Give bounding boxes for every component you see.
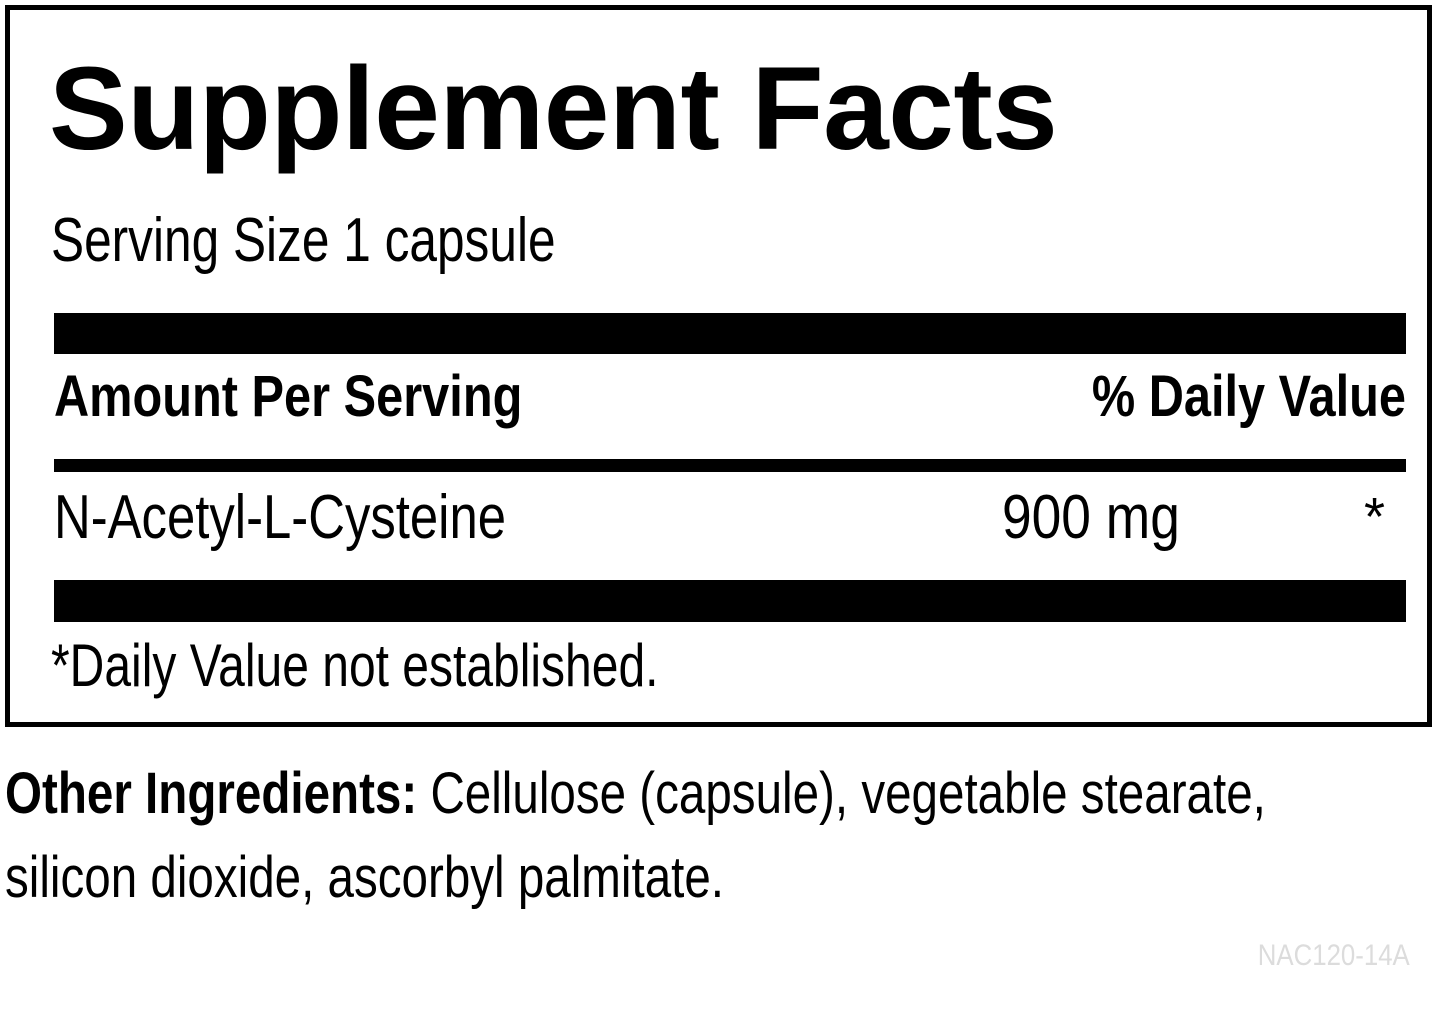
- nutrient-daily-value: *: [1364, 487, 1386, 547]
- other-ingredients-block: Other Ingredients: Cellulose (capsule), …: [5, 752, 1335, 920]
- serving-size-label: Serving Size 1 capsule: [51, 206, 556, 275]
- nutrient-name: N-Acetyl-L-Cysteine: [54, 483, 507, 552]
- rule-thick-top: [54, 313, 1406, 354]
- table-row: N-Acetyl-L-Cysteine 900 mg *: [54, 480, 1406, 575]
- daily-value-footnote: *Daily Value not established.: [51, 632, 659, 699]
- other-ingredients-list: Cellulose (capsule), vegetable stearate,…: [5, 761, 1266, 910]
- nutrient-amount: 900 mg: [1002, 483, 1180, 552]
- column-header-daily-value: % Daily Value: [1091, 364, 1406, 429]
- column-header-amount-per-serving: Amount Per Serving: [54, 364, 523, 429]
- table-header-row: Amount Per Serving % Daily Value: [54, 362, 1406, 450]
- rule-thin-middle: [54, 459, 1406, 472]
- rule-thick-bottom: [54, 580, 1406, 622]
- other-ingredients-label: Other Ingredients:: [5, 761, 418, 826]
- page-title: Supplement Facts: [49, 43, 1058, 175]
- sku-code: NAC120-14A: [1257, 939, 1410, 972]
- supplement-facts-panel: Supplement Facts Serving Size 1 capsule …: [5, 5, 1432, 727]
- other-ingredients-text-wrap: Other Ingredients: Cellulose (capsule), …: [5, 752, 1333, 920]
- supplement-facts-inner: Supplement Facts Serving Size 1 capsule …: [49, 10, 1406, 722]
